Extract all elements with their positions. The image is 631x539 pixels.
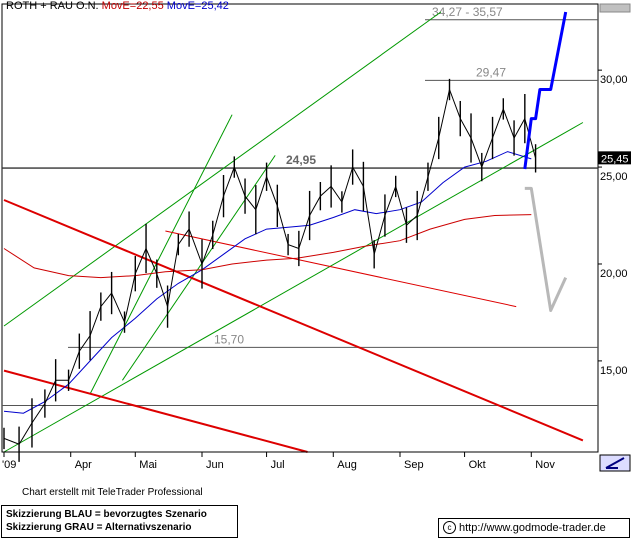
chart-frame xyxy=(1,3,599,453)
series-group xyxy=(3,78,537,462)
resistance-trendline xyxy=(165,230,517,308)
scenario-note-blue: Skizzierung BLAU = bevorzugtes Szenario xyxy=(6,509,207,520)
source-link[interactable]: c http://www.godmode-trader.de xyxy=(438,518,630,538)
source-url[interactable]: http://www.godmode-trader.de xyxy=(459,522,606,534)
y-tick-label: 20,00 xyxy=(600,268,628,280)
resistance-trendline xyxy=(3,199,584,442)
ma-long-line xyxy=(3,214,532,279)
stock-title: ROTH + RAU O.N. xyxy=(6,0,99,12)
axes: 15,00 20,00 25,00 30,00 25,45 '09 Apr Mai Jun Jul… xyxy=(2,3,631,472)
support-trendline xyxy=(121,155,276,381)
scenario-grey-path xyxy=(524,186,568,312)
y-tick-label: 25,00 xyxy=(600,171,628,183)
x-tick-label: Nov xyxy=(535,459,555,471)
copyright-icon: c xyxy=(443,521,456,534)
x-tick-label: Apr xyxy=(75,459,92,471)
ma-long-label: MovE=22,55 xyxy=(101,0,164,12)
x-tick-label: Jul xyxy=(271,459,285,471)
x-tick-label: Jun xyxy=(206,459,224,471)
trendlines xyxy=(3,11,584,453)
level-label: 34,27 - 35,57 xyxy=(432,5,503,19)
ma-short-line xyxy=(3,151,532,414)
y-tick-label: 15,00 xyxy=(600,365,628,377)
x-tick-label: Mai xyxy=(139,459,157,471)
level-label: 15,70 xyxy=(214,332,244,346)
scroll-handle xyxy=(599,3,631,13)
x-tick-label: Aug xyxy=(337,459,357,471)
axis-toggle-icon xyxy=(605,457,625,469)
x-tick-label: '09 xyxy=(2,459,16,471)
y-tick-label: 30,00 xyxy=(600,74,628,86)
resistance-trendline xyxy=(3,369,308,453)
chart-credit: Chart erstellt mit TeleTrader Profession… xyxy=(22,487,203,498)
support-trendline xyxy=(89,114,233,395)
scenario-blue-path xyxy=(523,11,568,170)
ma-short-label: MovE=25,42 xyxy=(166,0,229,12)
last-price-label: 25,45 xyxy=(601,153,629,165)
chart-header: ROTH + RAU O.N. MovE=22,55 MovE=25,42 xyxy=(6,0,229,12)
level-label: 29,47 xyxy=(476,65,506,79)
support-trendline xyxy=(3,11,442,327)
x-tick-label: Sep xyxy=(404,459,424,471)
scenario-legend: Skizzierung BLAU = bevorzugtes Szenario … xyxy=(1,505,238,538)
scenario-note-grey: Skizzierung GRAU = Alternativszenario xyxy=(6,522,192,533)
level-label: 24,95 xyxy=(286,153,316,167)
plot-border xyxy=(1,3,599,453)
price-levels: 34,27 - 35,57 29,47 24,95 15,70 xyxy=(2,5,598,406)
scenario-sketches xyxy=(523,11,568,312)
x-tick-label: Okt xyxy=(469,459,486,471)
last-price-box xyxy=(598,151,631,165)
stock-chart: 34,27 - 35,57 29,47 24,95 15,70 15,00 20,00 2… xyxy=(1,3,631,472)
support-trendline xyxy=(3,122,584,453)
